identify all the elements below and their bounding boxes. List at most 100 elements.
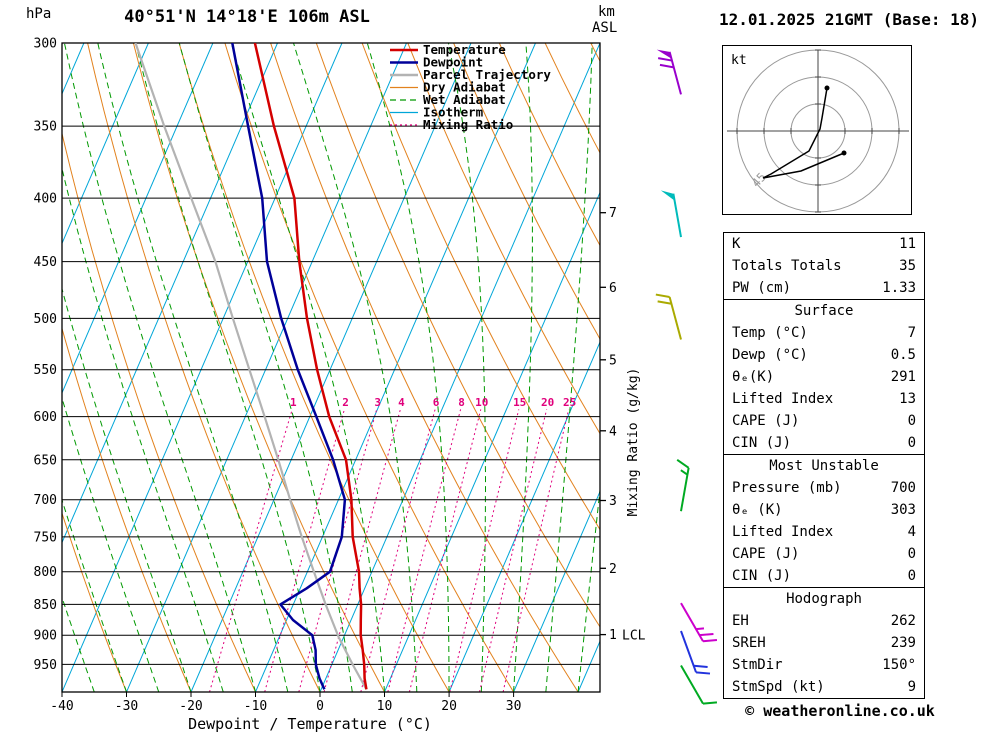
stat-row: SREH 239: [724, 632, 924, 654]
stat-label: EH: [732, 613, 749, 629]
legend-label: Dewpoint: [423, 55, 483, 70]
pressure-unit-label: hPa: [26, 6, 51, 22]
stat-label: StmDir: [732, 657, 783, 673]
stat-row: Totals Totals 35: [724, 255, 924, 277]
temperature-line: [253, 43, 368, 690]
stat-value: 35: [899, 258, 916, 274]
stat-value: 0: [907, 413, 916, 429]
stat-row: EH 262: [724, 610, 924, 632]
pressure-tick-label: 550: [34, 363, 57, 378]
stat-label: K: [732, 236, 741, 252]
pressure-tick-label: 600: [34, 410, 57, 425]
stats-tables: K 11 Totals Totals 35 PW (cm) 1.33 Surface Temp…: [723, 232, 925, 699]
stat-value: 0: [907, 435, 916, 451]
stat-label: CIN (J): [732, 568, 792, 584]
stat-table: Most Unstable Pressure (mb) 700 θₑ (K) 303 Li…: [723, 454, 925, 588]
pressure-tick-label: 350: [34, 120, 57, 135]
stat-row: CIN (J) 0: [724, 432, 924, 454]
legend-label: Dry Adiabat: [423, 80, 506, 95]
stat-value: 0.5: [890, 347, 916, 363]
stat-row: CAPE (J) 0: [724, 543, 924, 565]
mixing-ratio-value: 6: [433, 396, 440, 409]
pressure-tick-label: 800: [34, 565, 57, 580]
wind-barb: [680, 602, 718, 643]
stat-row: θₑ(K) 291: [724, 366, 924, 388]
stat-row: Pressure (mb) 700: [724, 477, 924, 499]
km-tick-label: 1: [609, 628, 617, 643]
hodograph-unit-label: kt: [731, 53, 747, 68]
stat-label: θₑ(K): [732, 369, 775, 385]
temp-tick-label: -20: [179, 699, 202, 714]
temp-tick-label: -40: [50, 699, 73, 714]
wind-barb: [680, 630, 711, 675]
axis-labels: hPa 40°51'N 14°18'E 106m ASL kmASL30035040…: [26, 4, 641, 733]
stat-label: CAPE (J): [732, 413, 800, 429]
pressure-tick-label: 950: [34, 658, 57, 673]
hodograph-panel: kt 45: [722, 45, 912, 215]
mixing-ratio-lines: 1 2 3 4 6 8 10 15 20 25: [209, 396, 576, 692]
stat-row: PW (cm) 1.33: [724, 277, 924, 299]
x-axis-label: Dewpoint / Temperature (°C): [188, 715, 432, 733]
parcel-trajectory-line: [134, 43, 368, 690]
mixing-ratio-value: 15: [513, 396, 526, 409]
pressure-tick-label: 450: [34, 255, 57, 270]
pressure-tick-label: 900: [34, 629, 57, 644]
km-unit-label: km: [598, 4, 615, 20]
stat-label: Lifted Index: [732, 524, 834, 540]
pressure-tick-label: 700: [34, 493, 57, 508]
lcl-label: LCL: [622, 629, 646, 644]
stat-label: PW (cm): [732, 280, 792, 296]
stat-value: 150°: [882, 657, 916, 673]
wind-barb: [660, 190, 682, 238]
wind-barb: [656, 49, 682, 95]
stat-label: Temp (°C): [732, 325, 808, 341]
legend-label: Isotherm: [423, 105, 484, 120]
stat-row: CIN (J) 0: [724, 565, 924, 587]
stat-row: Lifted Index 13: [724, 388, 924, 410]
stat-value: 9: [907, 679, 916, 695]
stat-row: CAPE (J) 0: [724, 410, 924, 432]
km-tick-label: 3: [609, 494, 617, 509]
stat-row: StmSpd (kt) 9: [724, 676, 924, 698]
pressure-tick-label: 500: [34, 312, 57, 327]
hodograph-point: [824, 85, 830, 91]
run-date-header: 12.01.2025 21GMT (Base: 18): [718, 10, 980, 29]
km-tick-label: 5: [609, 353, 617, 368]
wet-adiabat-lines: [62, 43, 600, 692]
pressure-tick-label: 300: [34, 37, 57, 52]
stat-label: Pressure (mb): [732, 480, 842, 496]
temp-tick-label: 20: [441, 699, 457, 714]
mixing-ratio-value: 3: [374, 396, 381, 409]
stat-table-title: Surface: [794, 303, 854, 319]
hodograph-point: [841, 150, 847, 156]
stat-label: SREH: [732, 635, 766, 651]
mixing-ratio-value: 1: [290, 396, 297, 409]
temp-tick-label: 10: [377, 699, 393, 714]
stat-row: θₑ (K) 303: [724, 499, 924, 521]
stat-table: K 11 Totals Totals 35 PW (cm) 1.33: [723, 232, 925, 300]
stat-label: Totals Totals: [732, 258, 842, 274]
temp-tick-label: -30: [115, 699, 138, 714]
km-axis: 1 2 3 4 5 6 7 LCL: [600, 206, 646, 644]
wind-barb: [655, 293, 682, 340]
stat-label: StmSpd (kt): [732, 679, 825, 695]
mixing-ratio-value: 4: [398, 396, 405, 409]
km-tick-label: 4: [609, 424, 617, 439]
legend-label: Wet Adiabat: [423, 92, 506, 107]
hodograph-trace: [762, 87, 845, 179]
mixing-ratio-value: 2: [342, 396, 349, 409]
wind-barb: [680, 664, 718, 705]
stat-label: CIN (J): [732, 435, 792, 451]
stat-label: θₑ (K): [732, 502, 783, 518]
mixing-ratio-value: 20: [541, 396, 554, 409]
stat-value: 291: [890, 369, 916, 385]
plot-frame: [61, 42, 601, 693]
mixing-ratio-value: 10: [475, 396, 488, 409]
stat-value: 700: [890, 480, 916, 496]
stat-row: Lifted Index 4: [724, 521, 924, 543]
stat-label: Lifted Index: [732, 391, 834, 407]
chart-title: 40°51'N 14°18'E 106m ASL: [124, 7, 370, 27]
stat-label: Dewp (°C): [732, 347, 808, 363]
